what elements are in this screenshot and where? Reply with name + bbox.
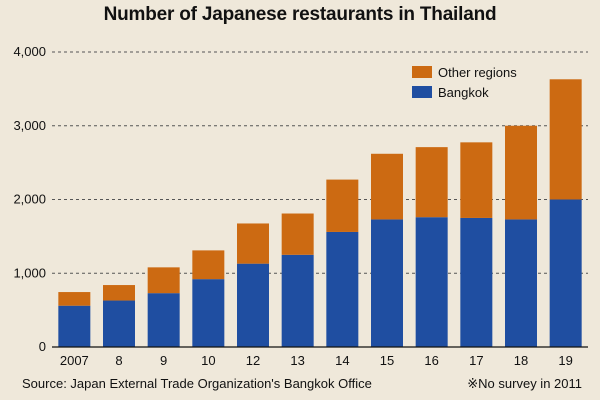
x-tick-label: 9 xyxy=(160,353,167,368)
bars xyxy=(58,79,582,347)
bar-other-regions xyxy=(415,147,448,218)
bar-bangkok xyxy=(371,219,403,347)
bar-other-regions xyxy=(147,267,180,294)
x-tick-label: 19 xyxy=(558,353,572,368)
bar-bangkok xyxy=(281,254,314,347)
bar-bangkok xyxy=(103,300,135,347)
bar-bangkok xyxy=(326,231,359,347)
bar-other-regions xyxy=(237,223,269,264)
y-tick-label: 2,000 xyxy=(13,192,46,207)
x-tick-label: 18 xyxy=(514,353,528,368)
gridlines xyxy=(52,51,588,274)
legend-label: Bangkok xyxy=(438,85,489,100)
legend: Other regions Bangkok xyxy=(412,65,517,100)
x-tick-label: 16 xyxy=(424,353,438,368)
x-tick-label: 12 xyxy=(246,353,260,368)
y-tick-label: 4,000 xyxy=(13,44,46,59)
bar-bangkok xyxy=(505,219,537,347)
bar-other-regions xyxy=(371,153,403,220)
chart-title: Number of Japanese restaurants in Thaila… xyxy=(103,4,497,25)
bar-other-regions xyxy=(58,292,91,306)
bar-other-regions xyxy=(281,213,314,255)
bar-other-regions xyxy=(505,125,537,220)
x-tick-label: 14 xyxy=(335,353,349,368)
bar-bangkok xyxy=(549,199,582,347)
x-tick-label: 10 xyxy=(201,353,215,368)
legend-swatch xyxy=(412,86,432,98)
footnote: ※No survey in 2011 xyxy=(467,376,582,391)
bar-other-regions xyxy=(549,79,582,200)
x-tick-label: 15 xyxy=(380,353,394,368)
bar-other-regions xyxy=(103,285,135,301)
legend-label: Other regions xyxy=(438,65,517,80)
y-tick-label: 3,000 xyxy=(13,118,46,133)
x-tick-label: 8 xyxy=(115,353,122,368)
bar-other-regions xyxy=(460,142,493,218)
legend-swatch xyxy=(412,66,432,78)
x-tick-label: 13 xyxy=(290,353,304,368)
y-tick-label: 1,000 xyxy=(13,265,46,280)
bar-bangkok xyxy=(147,293,180,347)
bar-bangkok xyxy=(58,305,91,347)
x-tick-label: 2007 xyxy=(60,353,89,368)
bar-bangkok xyxy=(415,217,448,347)
bar-bangkok xyxy=(460,217,493,347)
x-tick-label: 17 xyxy=(469,353,483,368)
bar-bangkok xyxy=(192,279,225,347)
axes: 0 1,000 2,000 3,000 4,000 2007 8 9 10 12 13 14 15 16 1… xyxy=(13,44,588,368)
y-tick-label: 0 xyxy=(39,339,46,354)
source-note: Source: Japan External Trade Organizatio… xyxy=(22,376,372,391)
bar-bangkok xyxy=(237,263,269,347)
bar-other-regions xyxy=(326,179,359,232)
bar-other-regions xyxy=(192,250,225,280)
